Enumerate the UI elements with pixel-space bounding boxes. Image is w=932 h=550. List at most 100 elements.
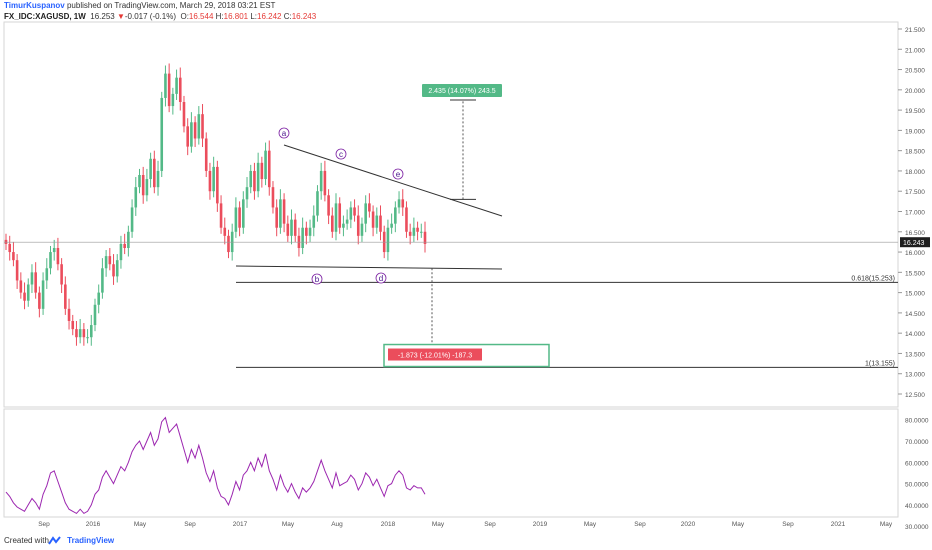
time-tick-label: 2018 xyxy=(381,521,396,528)
rsi-tick-label: 60.0000 xyxy=(905,460,929,467)
candle-body xyxy=(156,170,160,188)
open-label: O: xyxy=(180,12,189,21)
candle-body xyxy=(34,272,37,293)
candle-body xyxy=(323,170,327,196)
price-tick-label: 20.500 xyxy=(905,68,925,75)
wave-label: e xyxy=(396,170,401,179)
candle-body xyxy=(71,321,75,330)
candle-body xyxy=(408,231,412,236)
candle-body xyxy=(286,223,290,236)
candle-body xyxy=(279,199,282,228)
wave-label: d xyxy=(379,274,383,283)
candle-body xyxy=(342,223,345,228)
triangle-upper-line xyxy=(283,144,503,217)
candle-body xyxy=(416,227,419,232)
candle-body xyxy=(353,207,356,216)
candle-body xyxy=(19,280,23,293)
candle-body xyxy=(23,292,26,301)
wave-label-circle xyxy=(311,273,323,285)
candle-body xyxy=(293,219,297,236)
created-with-text: Created with xyxy=(4,536,49,545)
candle-body xyxy=(301,227,304,248)
price-tick-label: 16.000 xyxy=(905,250,925,257)
candle-body xyxy=(197,114,201,139)
candle-body xyxy=(182,102,186,127)
time-tick-label: Sep xyxy=(184,521,196,528)
candle-body xyxy=(390,223,393,228)
candle-body xyxy=(316,191,319,216)
target-up-label: 2.435 (14.07%) 243.5 xyxy=(428,88,495,95)
candle-body xyxy=(371,211,375,228)
price-tick-label: 16.500 xyxy=(905,230,925,237)
price-tick-label: 17.500 xyxy=(905,189,925,196)
rsi-tick-label: 30.0000 xyxy=(905,524,929,531)
candle-body xyxy=(26,284,30,301)
time-tick-label: 2020 xyxy=(681,521,696,528)
candle-body xyxy=(167,73,171,107)
candle-body xyxy=(64,284,67,309)
candle-body xyxy=(171,93,175,107)
candle-body xyxy=(364,203,367,224)
candle-body xyxy=(308,227,312,236)
wave-label: a xyxy=(282,129,287,138)
candle-body xyxy=(38,292,41,309)
fib-level-label: 1(13.155) xyxy=(865,360,895,367)
price-tick-label: 17.000 xyxy=(905,210,925,217)
wave-label-circle xyxy=(392,168,404,180)
candle-body xyxy=(345,219,349,224)
target-down-box xyxy=(388,348,482,361)
rsi-pane-border xyxy=(3,408,899,518)
candle-body xyxy=(78,329,82,338)
time-tick-label: May xyxy=(732,521,745,528)
candle-body xyxy=(256,162,260,192)
candle-body xyxy=(145,179,149,196)
candle-body xyxy=(312,215,316,228)
candle-body xyxy=(97,292,100,305)
price-tick-label: 19.500 xyxy=(905,108,925,115)
candle-body xyxy=(115,260,119,277)
author-link[interactable]: TimurKuspanov xyxy=(4,1,65,10)
wave-label: b xyxy=(315,275,320,284)
candle-body xyxy=(127,231,130,248)
candle-body xyxy=(30,272,34,285)
candle-body xyxy=(101,268,104,293)
time-tick-label: Sep xyxy=(38,521,50,528)
price-tick-label: 14.500 xyxy=(905,311,925,318)
time-tick-label: Aug xyxy=(331,521,343,528)
time-tick-label: 2016 xyxy=(86,521,101,528)
rsi-tick-label: 80.0000 xyxy=(905,418,929,425)
candle-body xyxy=(219,203,223,228)
change-arrow-icon: ▼ xyxy=(116,12,125,21)
candle-body xyxy=(327,195,330,216)
wave-label: c xyxy=(339,150,343,159)
high-value: 16.801 xyxy=(223,12,249,21)
candle-body xyxy=(271,187,275,208)
candle-body xyxy=(138,175,141,188)
price-tick-label: 18.500 xyxy=(905,149,925,156)
wave-label-circle xyxy=(375,272,387,284)
publisher-line: TimurKuspanov published on TradingView.c… xyxy=(4,1,275,10)
price-tick-label: 14.000 xyxy=(905,331,925,338)
candle-body xyxy=(104,256,108,269)
candle-body xyxy=(89,325,93,338)
symbol-label[interactable]: FX_IDC:XAGUSD, 1W xyxy=(4,12,86,21)
candle-body xyxy=(49,252,52,269)
candle-body xyxy=(12,252,15,261)
candle-body xyxy=(193,122,197,139)
wave-label-circle xyxy=(335,148,347,160)
candle-body xyxy=(130,207,134,232)
candle-body xyxy=(67,308,71,321)
tradingview-brand-link[interactable]: TradingView xyxy=(67,536,115,545)
candle-body xyxy=(386,227,390,253)
candle-body xyxy=(356,215,360,236)
last-value: 16.253 xyxy=(90,12,115,21)
candle-body xyxy=(275,207,278,228)
candle-body xyxy=(419,231,423,233)
time-tick-label: 2021 xyxy=(831,521,846,528)
time-tick-label: Sep xyxy=(634,521,646,528)
open-value: 16.544 xyxy=(188,12,214,21)
candle-body xyxy=(412,227,416,236)
candle-body xyxy=(41,280,45,309)
candle-body xyxy=(234,207,238,232)
